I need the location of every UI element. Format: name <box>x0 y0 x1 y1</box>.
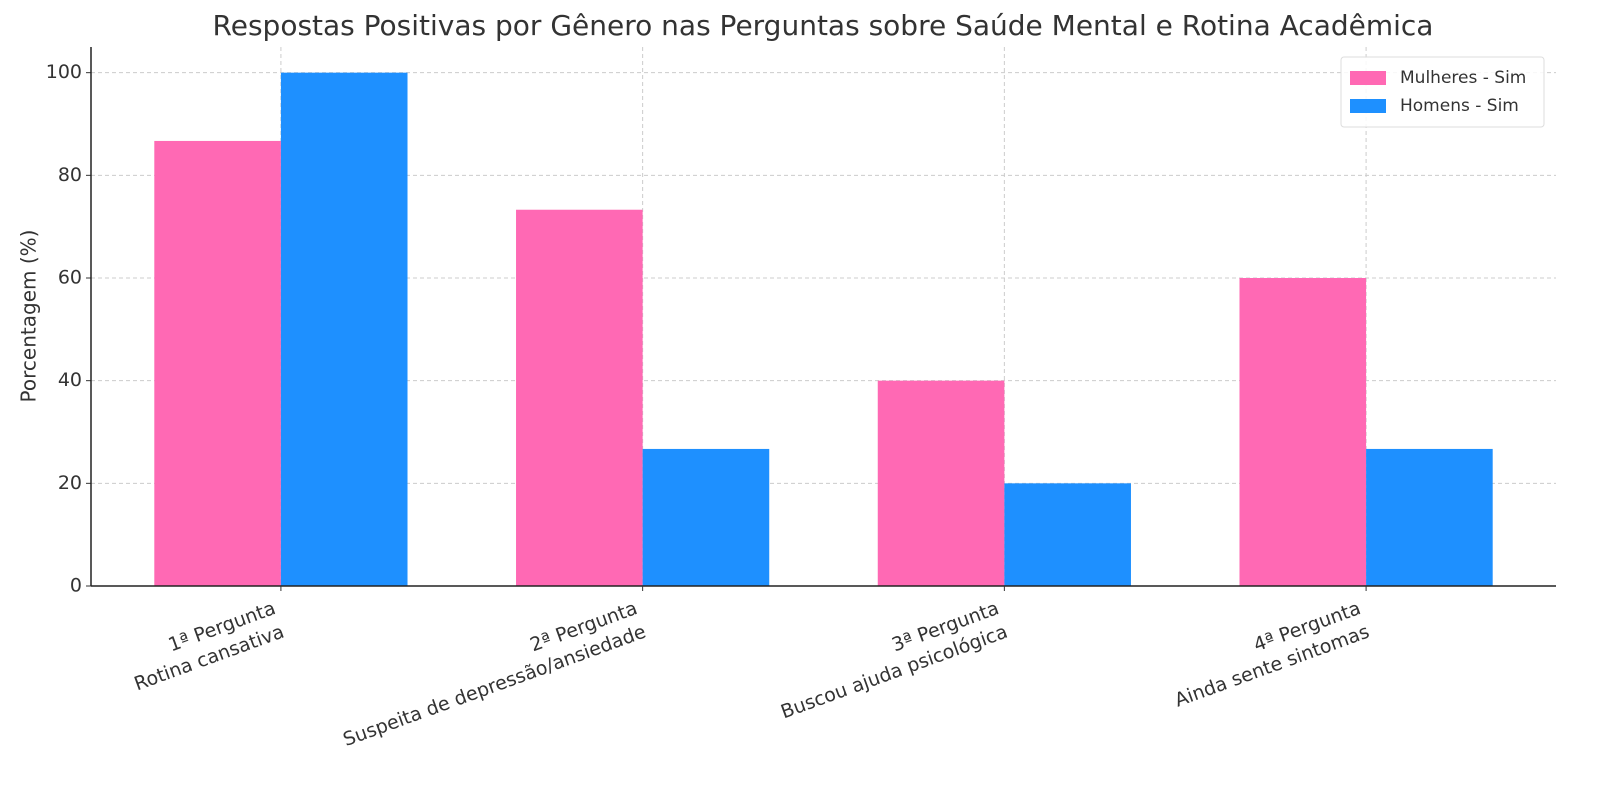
y-tick-label: 100 <box>46 61 82 83</box>
bar <box>877 380 1005 586</box>
y-tick-label: 0 <box>70 575 82 597</box>
legend-swatch <box>1350 71 1386 85</box>
legend-label: Mulheres - Sim <box>1400 68 1526 88</box>
bar <box>642 448 770 586</box>
legend-swatch <box>1350 99 1386 113</box>
y-tick-label: 80 <box>58 164 82 186</box>
x-tick-label-line: Suspeita de depressão/ansiedade <box>340 621 649 751</box>
bar <box>1004 483 1131 586</box>
bar <box>154 140 281 586</box>
bar <box>1366 448 1493 586</box>
bar <box>1239 278 1367 586</box>
legend-label: Homens - Sim <box>1400 96 1519 116</box>
legend-box <box>1340 56 1545 128</box>
y-tick-label: 20 <box>58 472 82 494</box>
bar <box>280 72 408 586</box>
y-tick-label: 40 <box>58 369 82 391</box>
bar <box>516 209 643 586</box>
chart-title: Respostas Positivas por Gênero nas Pergu… <box>213 9 1434 42</box>
y-tick-label: 60 <box>58 267 82 289</box>
y-axis-label: Porcentagem (%) <box>17 230 41 403</box>
